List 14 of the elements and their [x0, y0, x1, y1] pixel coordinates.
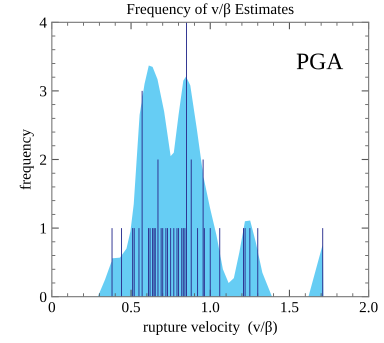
- x-tick-label: 1.0: [202, 302, 220, 312]
- x-axis-title: rupture velocity (v/β): [143, 320, 277, 336]
- x-tick-label: 1.5: [281, 302, 298, 312]
- annotation: PGA: [296, 54, 344, 70]
- x-tick-label: 2.0: [360, 302, 378, 312]
- y-axis-title: frequency: [20, 129, 34, 190]
- y-tick-label: 4: [40, 18, 47, 28]
- y-tick-label: 3: [40, 86, 46, 96]
- y-tick-label: 2: [40, 154, 46, 165]
- y-tick-label: 0: [40, 292, 46, 302]
- chart-title: Frequency of v/β Estimates: [126, 3, 294, 18]
- y-tick-label: 1: [40, 223, 46, 234]
- x-tick-label: 0: [48, 302, 56, 312]
- x-tick-label: 0.5: [122, 302, 140, 312]
